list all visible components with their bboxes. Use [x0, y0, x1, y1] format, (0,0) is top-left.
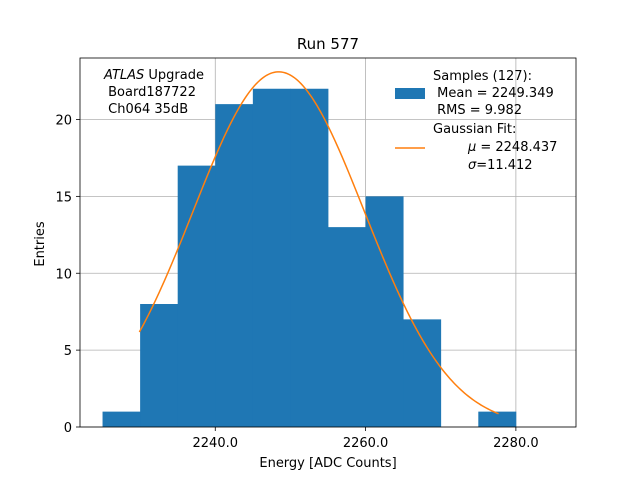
- histogram-bar: [290, 88, 329, 427]
- histogram-bar: [365, 196, 404, 427]
- histogram-bar: [140, 304, 179, 427]
- y-tick-label: 15: [55, 190, 72, 205]
- legend-samples-mean: Mean = 2249.349: [433, 86, 554, 101]
- chart-title: Run 577: [297, 35, 359, 53]
- histogram-bar: [215, 104, 254, 427]
- gaussian-fit: [138, 71, 499, 415]
- histogram-bar: [328, 227, 366, 427]
- y-tick-label: 5: [64, 344, 72, 359]
- svg-text:σ=11.412: σ=11.412: [439, 158, 553, 173]
- y-tick-label: 0: [64, 421, 72, 436]
- annotation-atlas: ATLAS: [103, 68, 144, 83]
- legend-fit-mu-symbol: μ: [467, 140, 476, 155]
- legend-fit-title: Gaussian Fit:: [433, 122, 516, 137]
- x-tick-label: 2240.0: [193, 436, 239, 451]
- legend-samples-swatch: [395, 88, 425, 99]
- histogram-bar: [403, 319, 442, 427]
- histogram-bar: [177, 165, 216, 427]
- legend-fit-sigma-symbol: σ: [468, 158, 477, 173]
- legend: Samples (127): Mean = 2249.349 RMS = 9.9…: [395, 69, 578, 173]
- histogram-bar: [102, 411, 141, 427]
- histogram-bars: [102, 88, 517, 427]
- legend-samples-rms: RMS = 9.982: [433, 103, 522, 118]
- annotation-upgrade: Upgrade: [144, 68, 204, 83]
- svg-text:μ = 2248.437: μ = 2248.437: [439, 140, 578, 155]
- y-tick-label: 10: [55, 267, 72, 282]
- svg-text:ATLAS Upgrade: ATLAS Upgrade: [103, 68, 204, 83]
- axes: [79, 57, 577, 428]
- y-axis-label: Entries: [33, 221, 48, 267]
- legend-samples-title: Samples (127):: [433, 69, 532, 84]
- annotation-channel: Ch064 35dB: [104, 102, 188, 117]
- y-tick-label: 20: [55, 114, 72, 129]
- plot-frame: [79, 57, 577, 428]
- legend-fit-sigma-value: =11.412: [476, 158, 532, 173]
- histogram-bar: [478, 411, 517, 427]
- x-axis-label: Energy [ADC Counts]: [259, 456, 396, 471]
- gaussian-fit-line: [138, 71, 499, 415]
- annotation: ATLAS Upgrade Board187722 Ch064 35dB: [103, 68, 204, 117]
- annotation-board: Board187722: [104, 85, 196, 100]
- legend-fit-mu-value: = 2248.437: [476, 140, 557, 155]
- x-tick-label: 2260.0: [343, 436, 389, 451]
- x-tick-label: 2280.0: [493, 436, 539, 451]
- ticks: 2240.0 2260.0 2280.0 0 5 10 15 20: [55, 114, 538, 452]
- histogram-bar: [252, 88, 291, 427]
